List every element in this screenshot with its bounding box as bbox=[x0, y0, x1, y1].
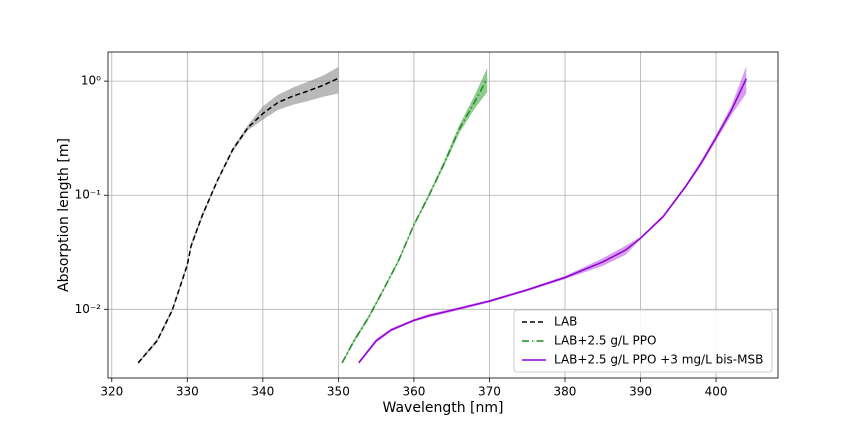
x-tick-label: 370 bbox=[478, 385, 501, 399]
series-line bbox=[137, 77, 339, 364]
series-line bbox=[358, 78, 747, 364]
x-tick-label: 330 bbox=[176, 385, 199, 399]
x-tick-label: 390 bbox=[629, 385, 652, 399]
x-tick-label: 340 bbox=[251, 385, 274, 399]
uncertainty-band bbox=[138, 66, 339, 365]
legend-label: LAB bbox=[554, 315, 577, 329]
legend-box bbox=[513, 309, 773, 373]
y-tick-label: 10⁻² bbox=[75, 302, 102, 316]
plot-area bbox=[108, 52, 778, 378]
legend: LAB LAB+2.5 g/L PPO LAB+2.5 g/L PPO +3 mg/… bbox=[513, 309, 773, 373]
x-tick-label: 320 bbox=[100, 385, 123, 399]
x-axis-label: Wavelength [nm] bbox=[383, 400, 504, 416]
y-axis-label: Absorption length [m] bbox=[56, 138, 72, 292]
legend-label: LAB+2.5 g/L PPO +3 mg/L bis-MSB bbox=[554, 353, 763, 367]
x-tick-label: 360 bbox=[402, 385, 425, 399]
x-tick-label: 350 bbox=[327, 385, 350, 399]
y-tick-label: 10⁰ bbox=[81, 74, 101, 88]
y-tick-label: 10⁻¹ bbox=[75, 188, 102, 202]
x-tick-label: 380 bbox=[554, 385, 577, 399]
x-tick-label: 400 bbox=[705, 385, 728, 399]
legend-label: LAB+2.5 g/L PPO bbox=[554, 334, 656, 348]
series-line bbox=[341, 78, 488, 364]
plot-frame bbox=[107, 51, 779, 379]
